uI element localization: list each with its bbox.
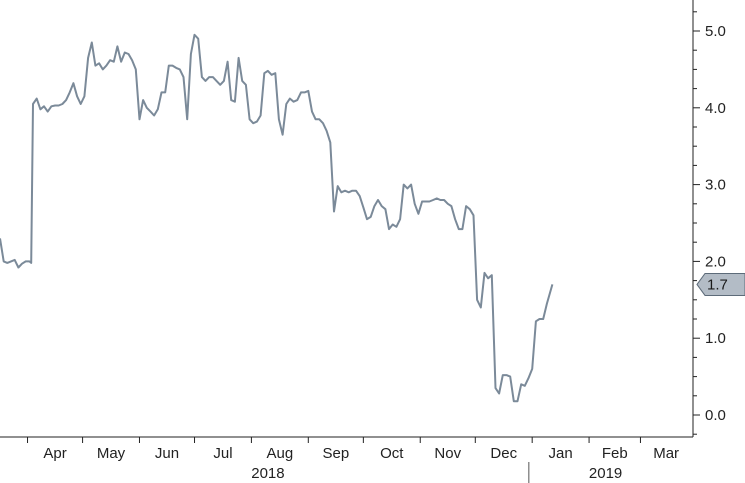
- x-tick-label: May: [97, 445, 126, 462]
- y-tick-label: 5.0: [705, 23, 726, 40]
- series-layer: [0, 33, 554, 403]
- y-tick-label: 2.0: [705, 253, 726, 270]
- labels-layer: 0.0 1.0 2.0 3.0 4.0 5.0 Apr May Jun Jul Aug Sep Oct N…: [43, 23, 745, 482]
- year-label: 2019: [589, 465, 622, 482]
- year-label: 2018: [251, 465, 284, 482]
- last-value-badge: [696, 272, 745, 296]
- x-tick-label: Dec: [490, 445, 517, 462]
- y-tick-label: 3.0: [705, 177, 726, 194]
- x-tick-label: Jan: [549, 445, 573, 462]
- x-tick-label: Feb: [602, 445, 628, 462]
- x-tick-label: Oct: [380, 445, 404, 462]
- last-value-label: 1.7: [707, 276, 728, 293]
- y-tick-label: 1.0: [705, 330, 726, 347]
- x-tick-label: Apr: [43, 445, 66, 462]
- x-tick-label: Nov: [434, 445, 461, 462]
- y-tick-label: 4.0: [705, 100, 726, 117]
- x-tick-label: Mar: [653, 445, 679, 462]
- x-tick-label: Jul: [213, 445, 232, 462]
- x-tick-label: Aug: [267, 445, 294, 462]
- series-line: [0, 33, 554, 403]
- y-tick-label: 0.0: [705, 407, 726, 424]
- axes-layer: [0, 0, 700, 483]
- x-tick-label: Sep: [322, 445, 349, 462]
- x-tick-label: Jun: [155, 445, 179, 462]
